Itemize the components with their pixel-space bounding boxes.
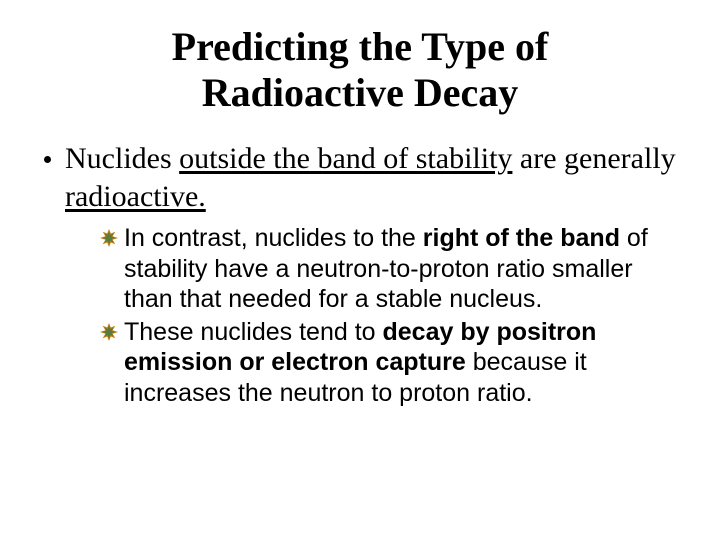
text-segment: are generally	[512, 142, 675, 175]
sub-bullet-text: These nuclides tend to decay by positron…	[124, 317, 684, 409]
sub-bullet: In contrast, nuclides to the right of th…	[100, 223, 684, 315]
underline-text: radioactive.	[65, 180, 206, 213]
starburst-icon	[100, 229, 118, 247]
main-bullet: Nuclides outside the band of stability a…	[36, 140, 684, 215]
main-bullet-text: Nuclides outside the band of stability a…	[65, 140, 684, 215]
text-segment: These nuclides tend to	[124, 318, 383, 346]
sub-bullet: These nuclides tend to decay by positron…	[100, 317, 684, 409]
bullet-dot-icon	[44, 156, 51, 163]
underline-text: outside the band of stability	[179, 142, 512, 175]
sub-bullet-list: In contrast, nuclides to the right of th…	[36, 223, 684, 408]
sub-bullet-text: In contrast, nuclides to the right of th…	[124, 223, 684, 315]
slide-title: Predicting the Type of Radioactive Decay	[36, 24, 684, 116]
bold-text: right of the band	[423, 224, 620, 252]
starburst-icon	[100, 323, 118, 341]
text-segment: In contrast, nuclides to the	[124, 224, 423, 252]
text-segment: Nuclides	[65, 142, 179, 175]
